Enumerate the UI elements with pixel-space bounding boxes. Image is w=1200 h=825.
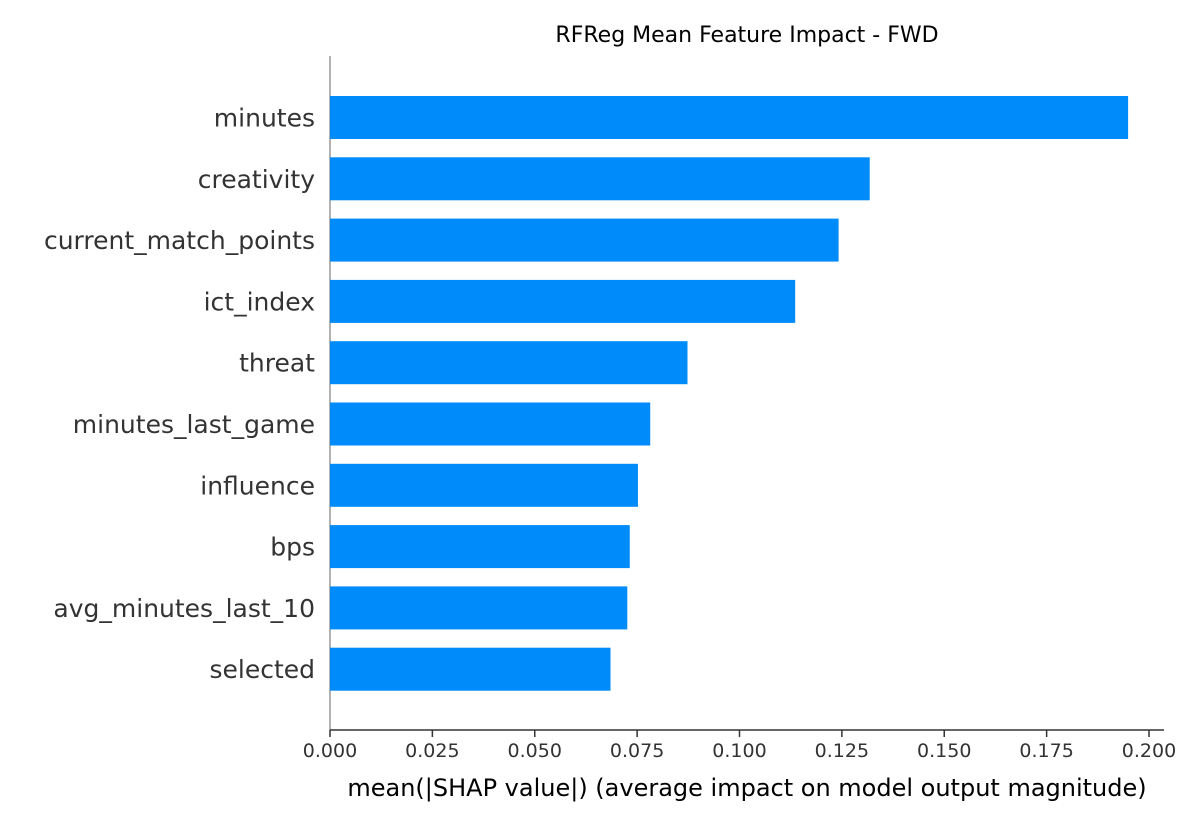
category-labels: minutes creativity current_match_pointsict…	[44, 104, 315, 685]
category-label: avg_minutes_last_10	[53, 594, 315, 623]
category-label: influence	[200, 471, 315, 500]
category-label: ict_index	[204, 287, 315, 316]
category-label: selected	[209, 655, 315, 684]
chart-title: RFReg Mean Feature Impact - FWD	[555, 23, 938, 48]
bar-avg-minutes-last-10	[330, 586, 628, 630]
x-tick-label: 0.150	[917, 740, 971, 762]
x-tick-label: 0.125	[815, 740, 869, 762]
category-label: minutes_last_game	[73, 410, 315, 439]
category-label: minutes	[214, 104, 315, 133]
x-tick-label: 0.075	[610, 740, 664, 762]
bar-creativity	[330, 157, 870, 201]
bar-bps	[330, 525, 630, 569]
x-tick-label: 0.050	[508, 740, 562, 762]
bar-minutes	[330, 96, 1129, 139]
x-tick-label: 0.100	[712, 740, 766, 762]
bar-influence	[330, 463, 638, 507]
bars-layer	[330, 96, 1129, 691]
x-tick-label: 0.200	[1122, 740, 1176, 762]
bar-ict-index	[330, 279, 796, 323]
x-ticks: 0.000 0.025 0.050 0.075 0.100 0.125 0.150 0.175…	[303, 730, 1176, 762]
category-label: bps	[270, 533, 315, 562]
x-axis-label: mean(|SHAP value|) (average impact on mo…	[347, 774, 1146, 802]
x-tick-label: 0.025	[405, 740, 459, 762]
bar-selected	[330, 647, 611, 691]
bar-minutes-last-game	[330, 402, 651, 446]
category-label: threat	[239, 349, 315, 378]
bar-threat	[330, 341, 688, 385]
category-label: current_match_points	[44, 226, 315, 255]
bar-current-match-points	[330, 218, 839, 262]
category-label: creativity	[198, 165, 315, 194]
x-tick-label: 0.175	[1019, 740, 1073, 762]
x-tick-label: 0.000	[303, 740, 357, 762]
